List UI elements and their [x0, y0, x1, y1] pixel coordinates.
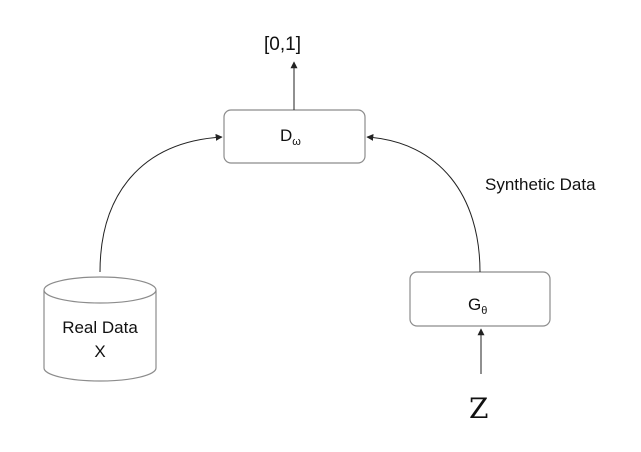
- noise-label: Z: [469, 392, 489, 425]
- synthetic-data-label: Synthetic Data: [485, 175, 596, 194]
- generator-label: Gθ: [468, 295, 487, 317]
- discriminator-symbol: D: [280, 126, 293, 145]
- real-data-title: Real Data: [62, 318, 138, 337]
- output-label: [0,1]: [264, 34, 301, 55]
- discriminator-subscript: ω: [292, 136, 301, 148]
- generator-symbol: G: [468, 295, 482, 314]
- real-data-cylinder: [43, 276, 157, 382]
- real-data-symbol: X: [94, 342, 106, 361]
- real-data-edge: [99, 133, 223, 273]
- synthetic-data-edge: [366, 133, 481, 273]
- discriminator-label: Dω: [280, 126, 301, 148]
- generator-subscript: θ: [481, 305, 488, 317]
- real-data-label: Real Data X: [52, 316, 148, 364]
